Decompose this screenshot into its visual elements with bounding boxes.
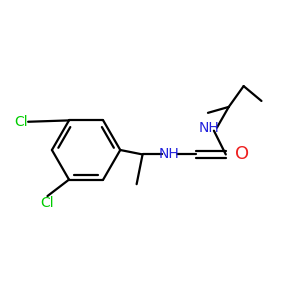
Text: O: O: [235, 146, 249, 164]
Text: NH: NH: [199, 121, 220, 135]
Text: NH: NH: [159, 148, 180, 161]
Text: Cl: Cl: [14, 115, 28, 129]
Text: Cl: Cl: [40, 196, 54, 210]
